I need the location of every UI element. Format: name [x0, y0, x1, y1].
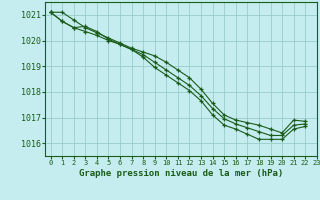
X-axis label: Graphe pression niveau de la mer (hPa): Graphe pression niveau de la mer (hPa): [79, 169, 283, 178]
